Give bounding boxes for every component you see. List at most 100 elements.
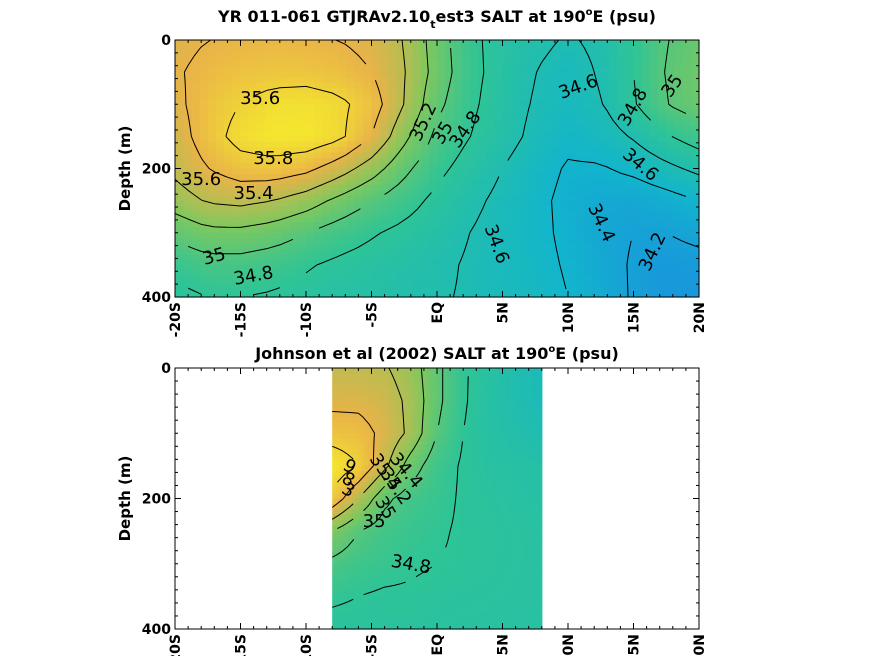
heatmap-cell (410, 455, 415, 462)
heatmap-cell (489, 422, 494, 429)
heatmap-cell (346, 205, 356, 212)
heatmap-cell (502, 243, 512, 250)
heatmap-cell (489, 416, 494, 423)
heatmap-cell (273, 200, 283, 207)
heatmap-cell (374, 411, 379, 418)
heatmap-cell (492, 389, 497, 396)
heatmap-cell (608, 195, 618, 202)
heatmap-cell (525, 416, 530, 423)
heatmap-cell (600, 189, 610, 196)
heatmap-cell (469, 61, 479, 68)
heatmap-cell (502, 444, 507, 451)
heatmap-cell (649, 291, 659, 298)
heatmap-cell (396, 114, 405, 121)
heatmap-cell (338, 438, 343, 445)
heatmap-cell (358, 422, 363, 429)
heatmap-cell (527, 238, 536, 245)
heatmap-cell (633, 136, 643, 143)
heatmap-cell (404, 471, 409, 478)
heatmap-cell (592, 216, 602, 223)
heatmap-cell (592, 184, 602, 191)
heatmap-cell (240, 56, 250, 63)
heatmap-cell (592, 152, 602, 159)
heatmap-cell (427, 427, 432, 434)
heatmap-cell (232, 125, 242, 132)
heatmap-cell (330, 141, 340, 148)
heatmap-cell (486, 200, 495, 207)
heatmap-cell (531, 498, 536, 505)
heatmap-cell (576, 157, 585, 164)
heatmap-cell (433, 482, 438, 489)
heatmap-cell (559, 72, 569, 79)
heatmap-cell (658, 163, 667, 170)
heatmap-cell (379, 77, 389, 84)
heatmap-cell (525, 422, 530, 429)
heatmap-cell (215, 227, 225, 234)
heatmap-cell (265, 264, 274, 271)
heatmap-cell (427, 487, 432, 494)
heatmap-cell (535, 275, 545, 282)
heatmap-cell (314, 291, 323, 298)
heatmap-cell (559, 82, 569, 89)
heatmap-cell (674, 259, 684, 266)
heatmap-cell (559, 184, 569, 191)
heatmap-cell (538, 378, 543, 385)
heatmap-cell (510, 40, 520, 46)
heatmap-cell (404, 109, 414, 116)
heatmap-cell (584, 109, 594, 116)
heatmap-cell (396, 254, 405, 261)
heatmap-cell (371, 45, 381, 52)
heatmap-cell (273, 141, 283, 148)
heatmap-cell (509, 498, 513, 505)
heatmap-cell (363, 264, 373, 271)
heatmap-cell (420, 509, 425, 516)
heatmap-cell (505, 465, 510, 472)
heatmap-cell (479, 411, 484, 418)
heatmap-cell (191, 72, 201, 79)
heatmap-cell (348, 427, 353, 434)
heatmap-cell (391, 427, 396, 434)
heatmap-cell (450, 373, 454, 380)
heatmap-cell (404, 189, 414, 196)
heatmap-cell (322, 93, 332, 100)
heatmap-cell (617, 61, 626, 68)
heatmap-cell (407, 378, 412, 385)
heatmap-cell (273, 270, 283, 277)
heatmap-cell (433, 509, 438, 516)
heatmap-cell (437, 40, 446, 46)
heatmap-cell (486, 227, 495, 234)
heatmap-cell (568, 152, 577, 159)
heatmap-cell (479, 427, 484, 434)
heatmap-cell (394, 416, 399, 423)
heatmap-cell (371, 125, 381, 132)
heatmap-cell (477, 216, 487, 223)
heatmap-cell (394, 449, 399, 456)
heatmap-cell (502, 61, 512, 68)
heatmap-cell (528, 455, 533, 462)
heatmap-cell (502, 205, 512, 212)
heatmap-cell (518, 433, 523, 440)
heatmap-cell (191, 238, 201, 245)
heatmap-cell (440, 503, 445, 510)
heatmap-cell (232, 45, 242, 52)
heatmap-cell (433, 476, 438, 483)
heatmap-cell (314, 93, 323, 100)
heatmap-cell (528, 465, 533, 472)
heatmap-cell (515, 455, 520, 462)
heatmap-cell (459, 438, 464, 445)
heatmap-cell (256, 77, 266, 84)
heatmap-cell (281, 114, 291, 121)
heatmap-cell (518, 291, 528, 298)
heatmap-cell (568, 98, 577, 105)
heatmap-cell (355, 373, 359, 380)
heatmap-cell (682, 291, 692, 298)
heatmap-cell (469, 93, 479, 100)
heatmap-cell (433, 498, 438, 505)
heatmap-cell (450, 389, 454, 396)
heatmap-cell (346, 222, 356, 228)
heatmap-cell (256, 82, 266, 89)
heatmap-cell (600, 286, 610, 293)
heatmap-cell (518, 50, 528, 57)
heatmap-cell (322, 147, 332, 154)
heatmap-cell (625, 211, 635, 218)
